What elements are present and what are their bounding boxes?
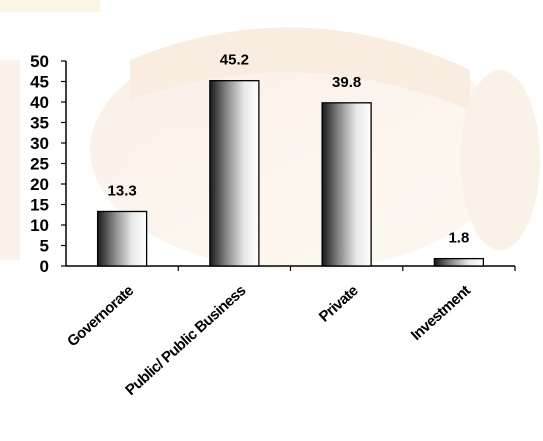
y-tick-label: 35: [30, 114, 49, 133]
x-category-label: Private: [316, 282, 362, 325]
y-tick-label: 15: [30, 196, 49, 215]
y-tick-label: 0: [40, 257, 49, 276]
bars-group: [96, 80, 485, 267]
bar: [433, 257, 485, 267]
y-tick-label: 50: [30, 52, 49, 71]
y-tick-label: 10: [30, 216, 49, 235]
x-category-label: Governorate: [64, 282, 137, 350]
y-tick-label: 45: [30, 73, 49, 92]
background-watermark: [0, 0, 540, 270]
x-category-label: Public/ Public Business: [122, 282, 249, 399]
y-tick-label: 20: [30, 175, 49, 194]
x-category-label: Investment: [408, 282, 474, 344]
y-tick-label: 5: [40, 237, 49, 256]
data-label: 13.3: [108, 182, 137, 199]
data-label: 39.8: [332, 74, 361, 91]
bar: [321, 102, 372, 267]
data-label: 45.2: [220, 52, 249, 69]
y-tick-label: 40: [30, 93, 49, 112]
data-label: 1.8: [448, 230, 469, 247]
y-tick-label: 25: [30, 155, 49, 174]
bar: [96, 210, 148, 267]
y-tick-label: 30: [30, 134, 49, 153]
bar: [209, 80, 260, 267]
